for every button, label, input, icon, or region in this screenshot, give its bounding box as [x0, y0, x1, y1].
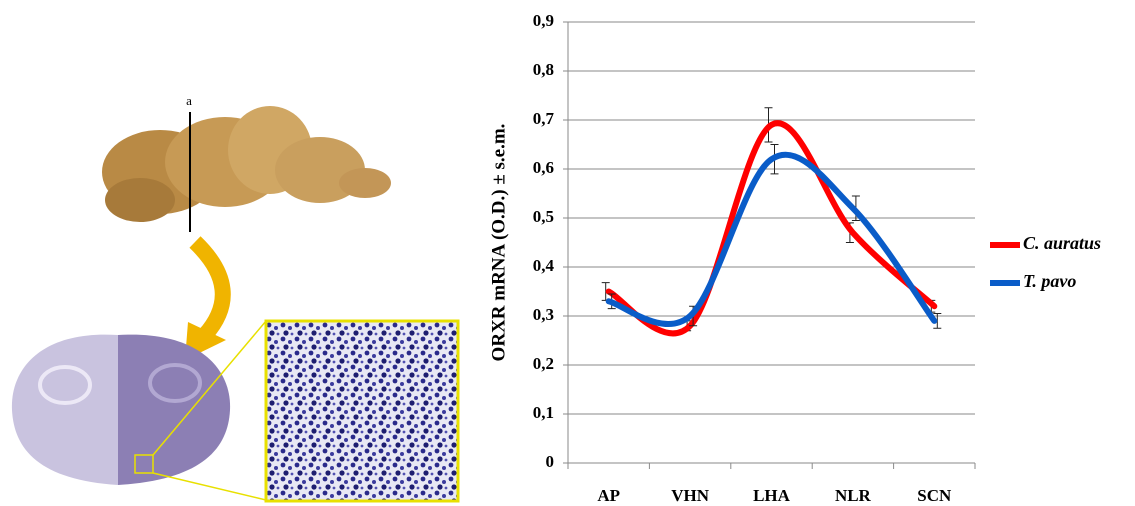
x-tick-label: NLR — [835, 486, 872, 505]
y-tick-label: 0,2 — [533, 354, 554, 373]
x-tick-label: VHN — [671, 486, 710, 505]
legend-label: C. auratus — [1023, 233, 1101, 253]
zoom-line — [152, 472, 267, 501]
series-line — [605, 151, 938, 327]
section-label: a — [186, 93, 192, 108]
y-tick-label: 0,7 — [533, 109, 555, 128]
micrograph — [264, 319, 460, 503]
y-tick-label: 0,8 — [533, 60, 554, 79]
y-tick-label: 0,9 — [533, 11, 554, 30]
zoom-line — [152, 320, 267, 456]
y-tick-label: 0,6 — [533, 158, 554, 177]
series-line — [605, 120, 938, 337]
zoom-box — [134, 454, 154, 474]
section-right — [118, 334, 231, 485]
section-detail — [38, 365, 92, 405]
legend-label: T. pavo — [1023, 271, 1076, 291]
y-axis-label: ORXR mRNA (O.D.) ± s.e.m. — [488, 124, 509, 362]
x-tick-label: AP — [597, 486, 620, 505]
y-tick-label: 0,5 — [533, 207, 554, 226]
arrow — [189, 236, 231, 341]
y-tick-label: 0 — [546, 452, 555, 471]
brain-photo — [102, 106, 391, 222]
x-tick-label: LHA — [753, 486, 791, 505]
y-tick-label: 0,4 — [533, 256, 555, 275]
section-detail — [148, 363, 202, 403]
y-tick-label: 0,1 — [533, 403, 554, 422]
x-tick-label: SCN — [917, 486, 952, 505]
y-tick-label: 0,3 — [533, 305, 554, 324]
section-left — [11, 334, 118, 485]
